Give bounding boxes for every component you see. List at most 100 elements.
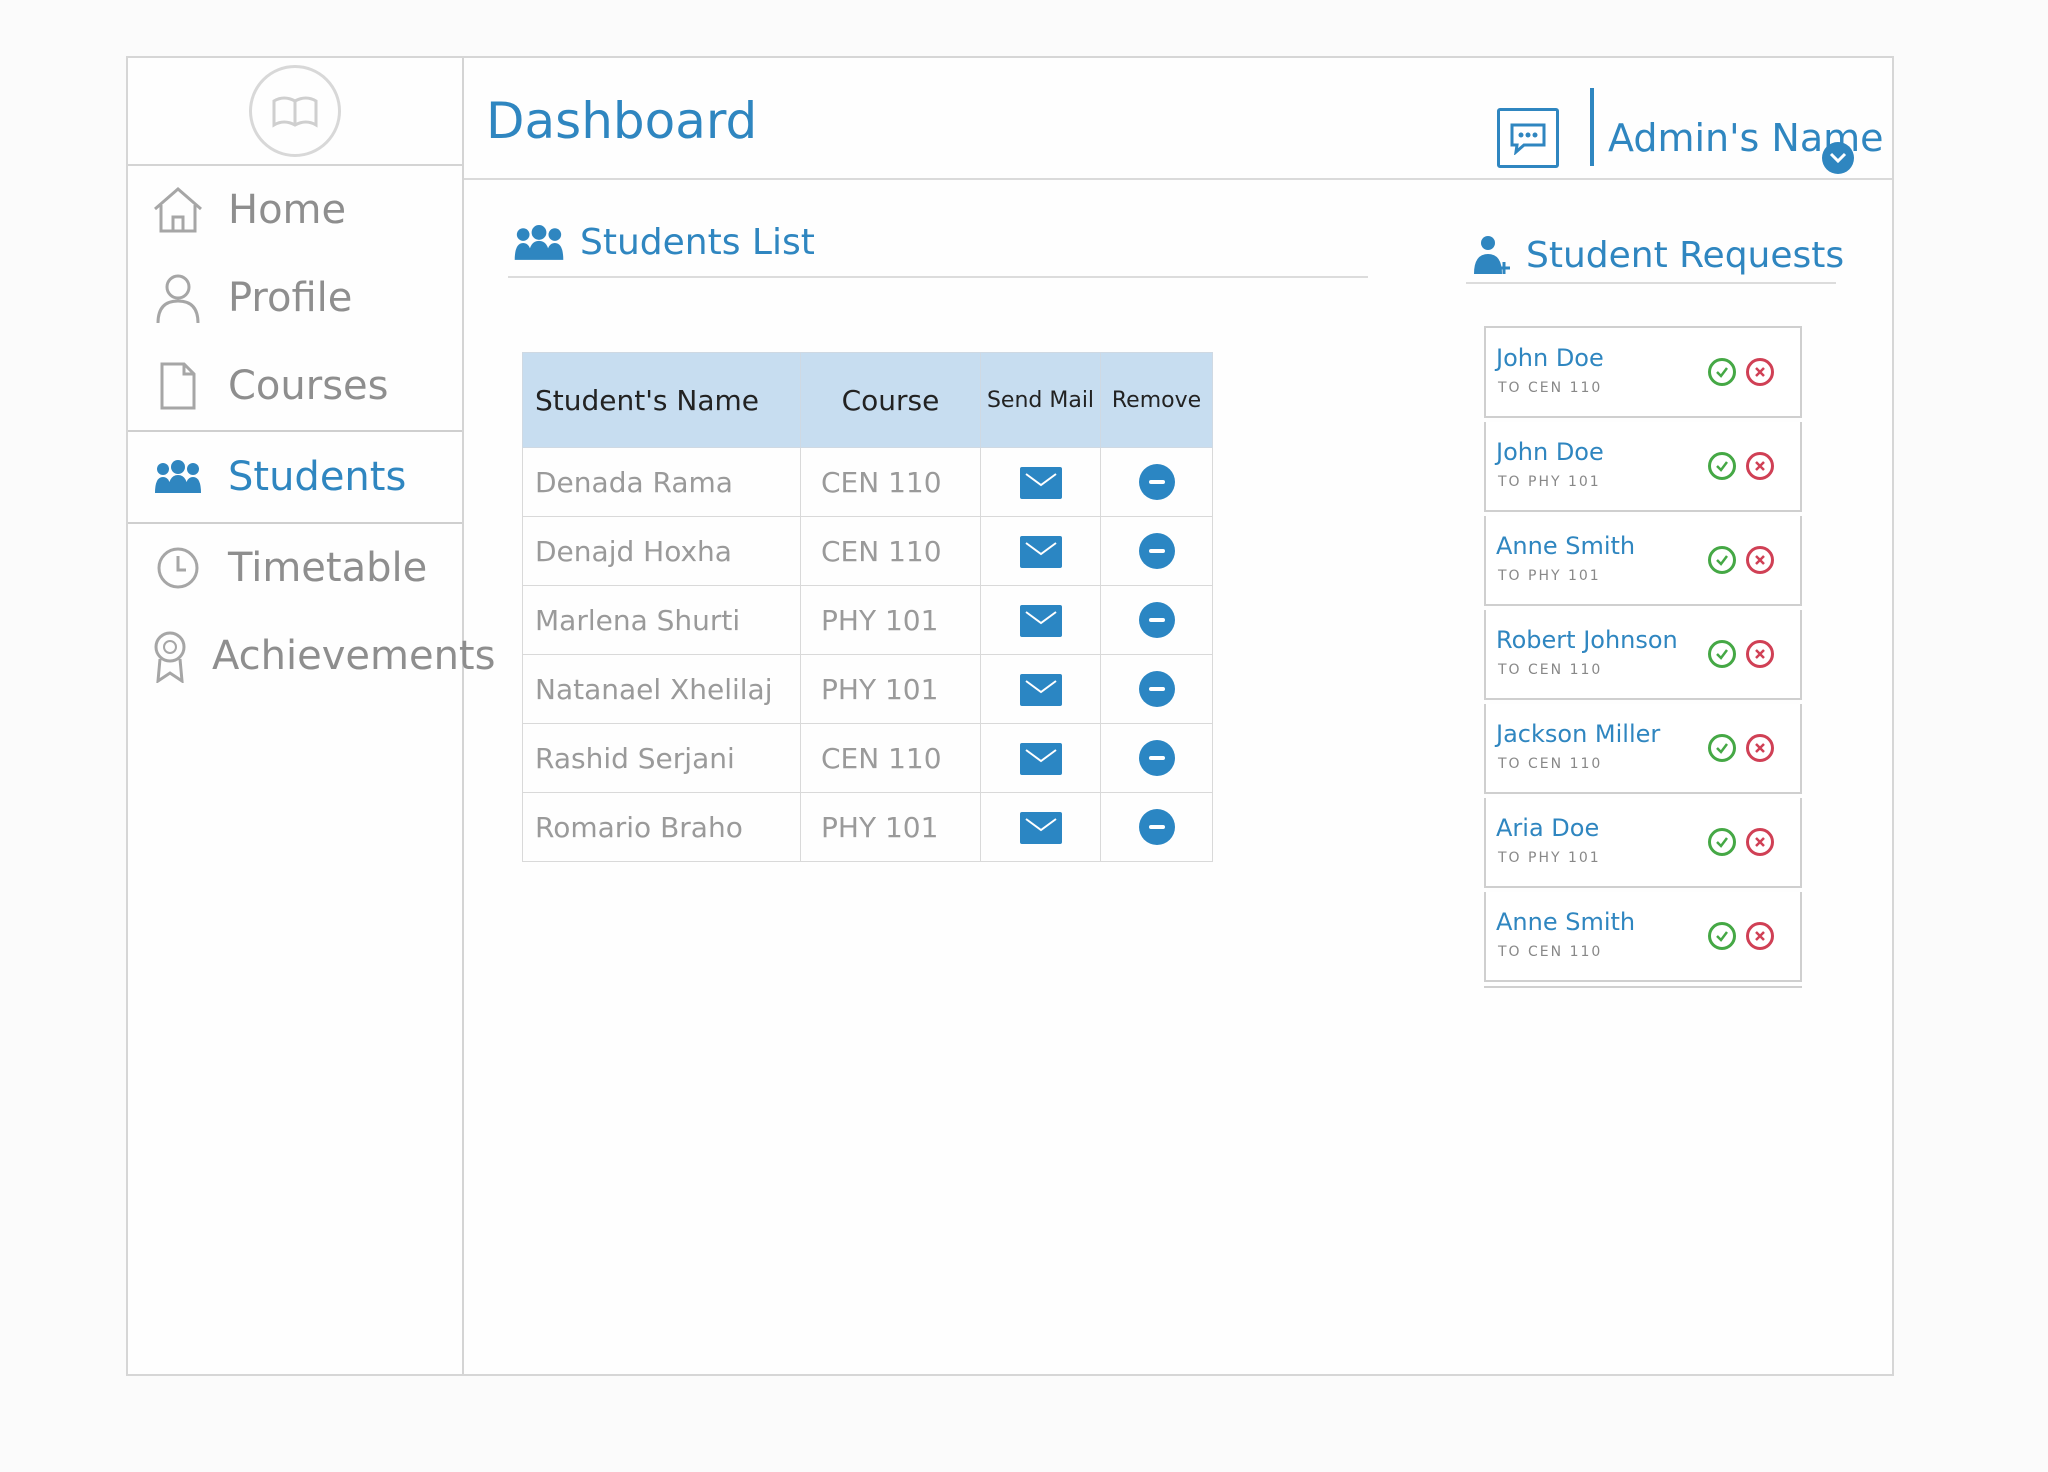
- accept-button[interactable]: [1708, 546, 1736, 574]
- divider: [508, 276, 1368, 278]
- accept-button[interactable]: [1708, 922, 1736, 950]
- student-name: Romario Braho: [522, 792, 801, 862]
- reject-button[interactable]: [1746, 734, 1774, 762]
- mail-icon: [1024, 749, 1057, 763]
- student-name: Rashid Serjani: [522, 723, 801, 793]
- table-row: Rashid Serjani CEN 110: [522, 723, 1213, 793]
- remove-button[interactable]: [1138, 809, 1175, 845]
- student-requests-heading: Student Requests: [1472, 234, 1844, 276]
- account-dropdown-button[interactable]: [1822, 142, 1854, 174]
- mail-icon: [1024, 542, 1057, 556]
- column-header-name: Student's Name: [522, 352, 801, 448]
- user-icon: [150, 270, 206, 326]
- messages-button[interactable]: [1497, 108, 1559, 168]
- check-icon: [1716, 931, 1728, 942]
- logo-area: [128, 58, 462, 166]
- students-list-heading: Students List: [512, 222, 815, 263]
- sidebar-item-label: Timetable: [228, 545, 428, 591]
- remove-button[interactable]: [1138, 671, 1175, 707]
- send-mail-button[interactable]: [1019, 467, 1062, 499]
- sidebar-item-home[interactable]: Home: [128, 166, 462, 254]
- request-student-name: Jackson Miller: [1496, 720, 1661, 748]
- add-user-icon: [1472, 234, 1512, 276]
- sidebar: Home Profile Courses Students: [128, 58, 495, 1374]
- accept-button[interactable]: [1708, 828, 1736, 856]
- student-course: PHY 101: [800, 585, 981, 655]
- mail-icon: [1024, 680, 1057, 694]
- reject-button[interactable]: [1746, 452, 1774, 480]
- send-mail-button[interactable]: [1019, 674, 1062, 706]
- request-student-name: Aria Doe: [1496, 814, 1600, 842]
- request-student-name: John Doe: [1496, 344, 1604, 372]
- reject-button[interactable]: [1746, 546, 1774, 574]
- table-row: Denada Rama CEN 110: [522, 447, 1213, 517]
- sidebar-item-label: Home: [228, 187, 347, 233]
- table-row: Romario Braho PHY 101: [522, 792, 1213, 862]
- accept-button[interactable]: [1708, 734, 1736, 762]
- check-icon: [1716, 743, 1728, 754]
- minus-icon: [1148, 618, 1165, 622]
- sidebar-item-students[interactable]: Students: [128, 432, 462, 524]
- request-course: TO CEN 110: [1498, 380, 1603, 396]
- minus-icon: [1148, 687, 1165, 691]
- sidebar-item-label: Profile: [228, 275, 353, 321]
- student-name: Denada Rama: [522, 447, 801, 517]
- minus-icon: [1148, 825, 1165, 829]
- close-icon: [1755, 837, 1765, 847]
- sidebar-item-label: Courses: [228, 363, 389, 409]
- request-course: TO PHY 101: [1498, 568, 1601, 584]
- main-content: Dashboard Admin's Name Students List: [464, 58, 1892, 1374]
- table-header-row: Student's Name Course Send Mail Remove: [522, 352, 1213, 448]
- remove-button[interactable]: [1138, 740, 1175, 776]
- send-mail-button[interactable]: [1019, 605, 1062, 637]
- list-item: Aria Doe TO PHY 101: [1484, 798, 1802, 888]
- student-name: Denajd Hoxha: [522, 516, 801, 586]
- sidebar-item-timetable[interactable]: Timetable: [128, 524, 462, 612]
- remove-button[interactable]: [1138, 533, 1175, 569]
- check-icon: [1716, 555, 1728, 566]
- header: Dashboard Admin's Name: [464, 58, 1892, 180]
- student-course: PHY 101: [800, 654, 981, 724]
- check-icon: [1716, 649, 1728, 660]
- reject-button[interactable]: [1746, 828, 1774, 856]
- close-icon: [1755, 743, 1765, 753]
- mail-icon: [1024, 611, 1057, 625]
- send-mail-button[interactable]: [1019, 536, 1062, 568]
- group-icon: [512, 224, 566, 262]
- accept-button[interactable]: [1708, 358, 1736, 386]
- table-row: Natanael Xhelilaj PHY 101: [522, 654, 1213, 724]
- close-icon: [1755, 367, 1765, 377]
- sidebar-item-profile[interactable]: Profile: [128, 254, 462, 342]
- minus-icon: [1148, 480, 1165, 484]
- header-divider: [1590, 88, 1594, 166]
- sidebar-nav: Home Profile Courses Students: [128, 166, 495, 700]
- reject-button[interactable]: [1746, 358, 1774, 386]
- accept-button[interactable]: [1708, 640, 1736, 668]
- chevron-down-icon: [1829, 152, 1847, 164]
- student-course: PHY 101: [800, 792, 981, 862]
- reject-button[interactable]: [1746, 922, 1774, 950]
- chat-icon: [1510, 123, 1546, 155]
- student-course: CEN 110: [800, 447, 981, 517]
- reject-button[interactable]: [1746, 640, 1774, 668]
- close-icon: [1755, 555, 1765, 565]
- document-icon: [150, 358, 206, 414]
- send-mail-button[interactable]: [1019, 812, 1062, 844]
- list-item: Anne Smith TO CEN 110: [1484, 892, 1802, 982]
- close-icon: [1755, 461, 1765, 471]
- column-header-course: Course: [800, 352, 981, 448]
- request-student-name: John Doe: [1496, 438, 1604, 466]
- mail-icon: [1024, 818, 1057, 832]
- table-row: Denajd Hoxha CEN 110: [522, 516, 1213, 586]
- send-mail-button[interactable]: [1019, 743, 1062, 775]
- sidebar-item-achievements[interactable]: Achievements: [128, 612, 495, 700]
- remove-button[interactable]: [1138, 602, 1175, 638]
- accept-button[interactable]: [1708, 452, 1736, 480]
- divider: [1466, 282, 1836, 284]
- student-requests-title: Student Requests: [1526, 234, 1845, 276]
- logo: [249, 65, 341, 157]
- sidebar-item-label: Students: [228, 454, 407, 500]
- remove-button[interactable]: [1138, 464, 1175, 500]
- check-icon: [1716, 837, 1728, 848]
- sidebar-item-courses[interactable]: Courses: [128, 342, 462, 432]
